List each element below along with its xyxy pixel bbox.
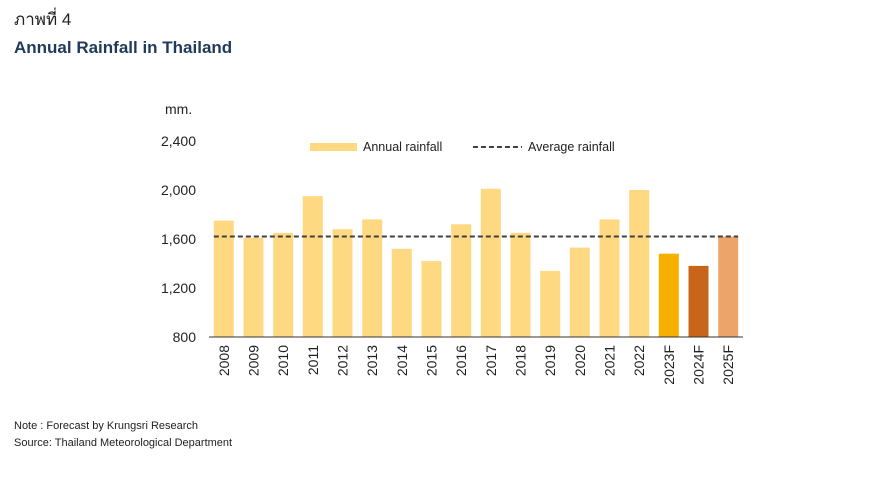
x-tick-label: 2009 — [246, 345, 262, 376]
chart-title: Annual Rainfall in Thailand — [14, 38, 233, 57]
bar-2022 — [629, 190, 650, 337]
bar-2009 — [243, 237, 264, 337]
x-tick-label: 2016 — [453, 345, 469, 376]
bar-2010 — [273, 232, 294, 337]
bar-2012 — [332, 229, 353, 337]
x-tick-label: 2014 — [394, 345, 410, 376]
legend-label-annual: Annual rainfall — [363, 140, 442, 154]
x-tick-label: 2023F — [661, 345, 677, 385]
x-tick-label: 2018 — [513, 345, 529, 376]
x-tick-label: 2019 — [542, 345, 558, 376]
x-tick-label: 2017 — [483, 345, 499, 376]
y-tick-label: 2,000 — [161, 182, 196, 198]
bar-2016 — [451, 224, 472, 337]
note-source: Source: Thailand Meteorological Departme… — [14, 437, 233, 449]
legend: Annual rainfall Average rainfall — [310, 140, 615, 154]
x-tick-label: 2012 — [335, 345, 351, 376]
legend-swatch-annual — [310, 143, 357, 151]
x-tick-label: 2011 — [305, 345, 321, 375]
bar-2019 — [540, 270, 561, 337]
bar-2021 — [599, 219, 620, 337]
bars-group — [213, 188, 739, 337]
x-axis: 2008 2009 2010 2011 2012 2013 2014 2015 2016 2017… — [209, 336, 743, 385]
x-tick-label: 2025F — [720, 345, 736, 385]
bar-2023F — [658, 253, 679, 337]
y-axis-unit: mm. — [165, 101, 192, 117]
bar-2025F — [718, 236, 739, 337]
y-tick-label: 1,600 — [161, 231, 196, 247]
bar-2018 — [510, 232, 531, 337]
y-axis: mm. 800 1,200 1,600 2,000 2,400 — [161, 101, 196, 345]
y-tick-label: 800 — [173, 329, 197, 345]
x-tick-label: 2008 — [216, 345, 232, 376]
bar-2013 — [362, 219, 383, 337]
bar-2017 — [480, 188, 501, 337]
x-tick-label: 2013 — [364, 345, 380, 376]
x-tick-label: 2024F — [691, 345, 707, 385]
y-tick-label: 2,400 — [161, 133, 196, 149]
note-forecast: Note : Forecast by Krungsri Research — [14, 420, 199, 432]
legend-label-average: Average rainfall — [528, 140, 615, 154]
x-tick-label: 2022 — [631, 345, 647, 376]
bar-2011 — [302, 196, 323, 337]
bar-2014 — [391, 248, 412, 337]
bar-2024F — [688, 265, 709, 337]
bar-2008 — [213, 220, 234, 337]
figure-label: ภาพที่ 4 — [14, 10, 72, 29]
y-tick-label: 1,200 — [161, 280, 196, 296]
bar-2015 — [421, 261, 442, 337]
x-tick-label: 2015 — [424, 345, 440, 376]
x-tick-label: 2010 — [275, 345, 291, 376]
x-tick-label: 2020 — [572, 345, 588, 376]
x-tick-label: 2021 — [602, 345, 618, 376]
bar-2020 — [569, 247, 590, 337]
